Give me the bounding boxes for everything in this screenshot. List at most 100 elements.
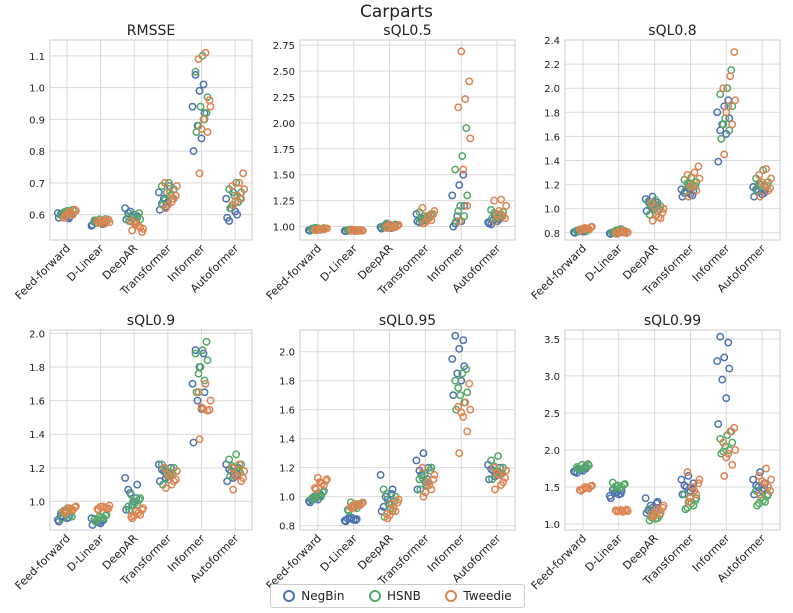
point-tweedie [719,438,728,447]
point-hsnb [451,376,460,385]
point-hsnb [680,490,689,499]
point-tweedie [100,503,109,512]
x-tick-label-d-linear: D-Linear [64,242,106,284]
point-hsnb [716,90,725,99]
y-tick-label: 3.0 [544,372,560,383]
point-negbin [189,147,198,156]
chart-title: sQL0.8 [648,23,696,39]
point-tweedie [421,218,430,227]
point-tweedie [171,475,180,484]
point-negbin [412,456,421,465]
y-tick-label: 1.6 [279,406,295,417]
point-tweedie [96,502,105,511]
point-negbin [641,494,650,503]
chart-panel-rmsse: 0.6 0.7 0.8 0.9 1.0 1.1 RMSSE Feed-forwardD-Lin… [13,23,253,302]
point-negbin [121,473,130,482]
point-hsnb [725,126,734,135]
point-hsnb [494,452,503,461]
point-tweedie [461,95,470,104]
point-hsnb [202,337,211,346]
point-tweedie [165,188,174,197]
point-tweedie [756,490,765,499]
point-tweedie [466,405,475,414]
point-tweedie [199,115,208,124]
point-tweedie [658,503,667,512]
point-tweedie [197,124,206,133]
point-hsnb [611,482,620,491]
point-tweedie [762,464,771,473]
point-tweedie [659,204,668,213]
point-hsnb [125,505,134,514]
point-tweedie [502,201,511,210]
point-negbin [455,344,464,353]
point-negbin [351,516,360,525]
point-tweedie [104,215,113,224]
point-tweedie [658,208,667,217]
point-hsnb [164,178,173,187]
point-negbin [459,170,468,179]
point-tweedie [171,191,180,200]
point-negbin [716,332,725,341]
point-tweedie [201,48,210,57]
point-tweedie [454,103,463,112]
point-negbin [459,336,468,345]
point-hsnb [755,499,764,508]
chart-title: sQL0.95 [379,313,436,329]
point-tweedie [461,398,470,407]
y-tick-label: 1.8 [279,377,295,388]
point-tweedie [161,484,170,492]
point-negbin [716,126,725,135]
point-tweedie [310,484,319,492]
point-negbin [419,449,428,458]
point-tweedie [618,227,627,235]
point-tweedie [425,481,434,490]
point-tweedie [321,476,330,485]
y-tick-label: 1.0 [29,84,45,95]
chart-title: sQL0.5 [383,23,431,39]
point-tweedie [96,217,105,226]
point-tweedie [728,120,737,129]
legend-marker-tweedie [445,590,458,602]
point-negbin [448,191,457,200]
point-tweedie [317,225,326,234]
point-hsnb [462,365,471,374]
point-negbin [388,485,397,494]
plot-frame [564,39,781,241]
point-tweedie [197,403,206,412]
point-tweedie [239,169,248,178]
point-negbin [689,479,698,488]
point-tweedie [165,472,174,481]
point-hsnb [196,363,205,371]
point-tweedie [419,492,428,501]
point-tweedie [62,506,71,515]
point-tweedie [393,498,402,507]
point-hsnb [723,84,732,93]
point-tweedie [694,479,703,488]
point-tweedie [654,213,663,222]
point-negbin [193,396,202,405]
point-tweedie [160,463,169,472]
point-tweedie [454,402,463,411]
point-tweedie [762,164,771,173]
point-tweedie [235,460,244,469]
point-hsnb [198,346,207,355]
point-hsnb [728,102,737,111]
point-tweedie [425,214,434,223]
point-negbin [684,471,693,480]
point-negbin [752,481,761,490]
point-hsnb [463,388,472,397]
point-hsnb [203,356,212,365]
point-tweedie [463,427,472,436]
y-tick-label: 1.2 [29,464,45,475]
point-tweedie [240,185,249,194]
point-tweedie [497,481,506,490]
point-tweedie [353,227,362,235]
y-tick-label: 1.25 [273,197,295,208]
point-tweedie [421,488,430,497]
point-negbin [352,515,361,524]
x-tick-label-feed-forward: Feed-forward [264,242,324,302]
point-hsnb [454,207,463,215]
plot-frame [564,329,781,531]
point-hsnb [753,501,762,510]
